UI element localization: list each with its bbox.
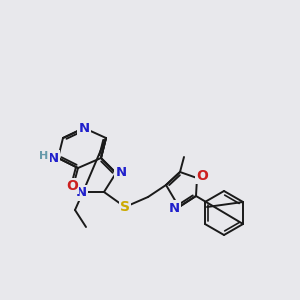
Text: O: O [196,169,208,183]
Text: N: N [78,122,90,136]
Text: O: O [66,179,78,193]
Text: S: S [120,200,130,214]
Text: N: N [47,152,58,164]
Text: N: N [75,187,87,200]
Text: N: N [168,202,180,214]
Text: H: H [39,151,49,161]
Text: N: N [116,167,127,179]
